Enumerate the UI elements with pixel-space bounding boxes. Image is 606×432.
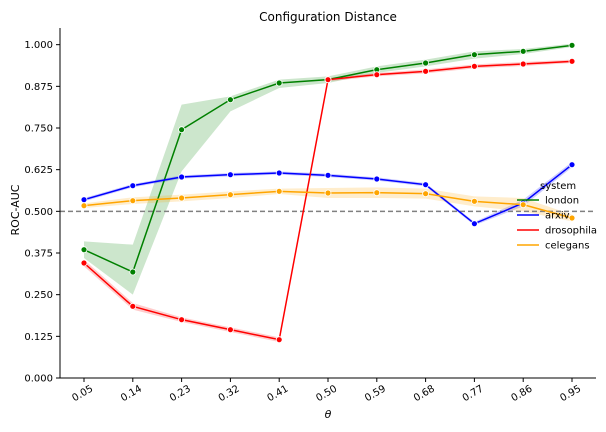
- y-tick-label: 0.125: [24, 332, 53, 343]
- x-tick-labels: 0.05 0.14 0.23 0.32 0.41 0.50 0.59 0.68 0.77 0.86…: [70, 384, 583, 405]
- point-drosophila: [178, 316, 186, 324]
- point-london: [178, 126, 186, 134]
- point-celegans: [568, 214, 576, 222]
- y-tick-label: 0.250: [24, 290, 53, 301]
- point-drosophila: [226, 326, 234, 334]
- y-tick-label: 1.000: [24, 40, 53, 51]
- point-celegans: [129, 197, 137, 205]
- y-tick-label: 0.625: [24, 165, 53, 176]
- y-tick-label: 0.875: [24, 82, 53, 93]
- point-drosophila: [422, 67, 430, 75]
- point-arxiv: [373, 175, 381, 183]
- y-tick-label: 0.375: [24, 249, 53, 260]
- point-london: [470, 51, 478, 59]
- point-london: [129, 268, 137, 276]
- point-london: [80, 246, 88, 254]
- point-celegans: [470, 197, 478, 205]
- x-tick-label: 0.14: [119, 384, 144, 405]
- point-london: [275, 79, 283, 87]
- y-tick-label: 0.500: [24, 207, 53, 218]
- point-celegans: [519, 201, 527, 209]
- band-london: [84, 43, 572, 295]
- legend-label-drosophila: drosophila: [545, 226, 597, 237]
- point-drosophila: [373, 71, 381, 79]
- y-tick-label: 0.750: [24, 124, 53, 135]
- point-london: [226, 96, 234, 104]
- x-tick-label: 0.32: [217, 384, 242, 405]
- point-drosophila: [519, 60, 527, 68]
- point-drosophila: [129, 302, 137, 310]
- point-drosophila: [80, 259, 88, 267]
- point-london: [422, 59, 430, 67]
- x-tick-label: 0.86: [510, 384, 535, 405]
- x-tick-label: 0.23: [168, 384, 193, 405]
- point-arxiv: [129, 182, 137, 190]
- point-drosophila: [324, 76, 332, 84]
- series-points: [80, 41, 576, 344]
- point-celegans: [275, 187, 283, 195]
- x-tick-label: 0.59: [363, 384, 388, 405]
- point-drosophila: [275, 336, 283, 344]
- legend-label-celegans: celegans: [545, 241, 590, 252]
- x-tick-label: 0.05: [70, 384, 95, 405]
- point-celegans: [226, 191, 234, 199]
- x-axis-label: θ: [325, 408, 332, 421]
- x-tick-label: 0.95: [558, 384, 583, 405]
- point-arxiv: [422, 181, 430, 189]
- x-tick-label: 0.50: [314, 384, 339, 405]
- point-celegans: [422, 190, 430, 198]
- point-arxiv: [178, 173, 186, 181]
- legend-label-london: london: [545, 196, 579, 207]
- x-tick-label: 0.77: [461, 384, 486, 405]
- point-arxiv: [324, 171, 332, 179]
- legend-label-arxiv: arxiv: [545, 211, 570, 222]
- legend-title: system: [540, 181, 576, 192]
- point-arxiv: [568, 161, 576, 169]
- y-axis-label: ROC-AUC: [9, 184, 22, 235]
- point-celegans: [324, 189, 332, 197]
- point-arxiv: [226, 171, 234, 179]
- point-celegans: [80, 202, 88, 210]
- legend: system london arxiv drosophila celegans: [517, 181, 597, 252]
- point-london: [568, 41, 576, 49]
- point-celegans: [178, 194, 186, 202]
- point-drosophila: [470, 62, 478, 70]
- point-arxiv: [275, 169, 283, 177]
- point-celegans: [373, 189, 381, 197]
- x-tick-label: 0.41: [266, 384, 291, 405]
- y-tick-label: 0.000: [24, 374, 53, 385]
- point-arxiv: [470, 220, 478, 228]
- y-tick-labels: 0.000 0.125 0.250 0.375 0.500 0.625 0.750 0.875…: [24, 40, 53, 384]
- point-drosophila: [568, 57, 576, 65]
- x-tick-label: 0.68: [412, 384, 437, 405]
- point-arxiv: [80, 196, 88, 204]
- point-london: [519, 47, 527, 55]
- chart-title: Configuration Distance: [259, 10, 397, 24]
- axes: [56, 28, 596, 382]
